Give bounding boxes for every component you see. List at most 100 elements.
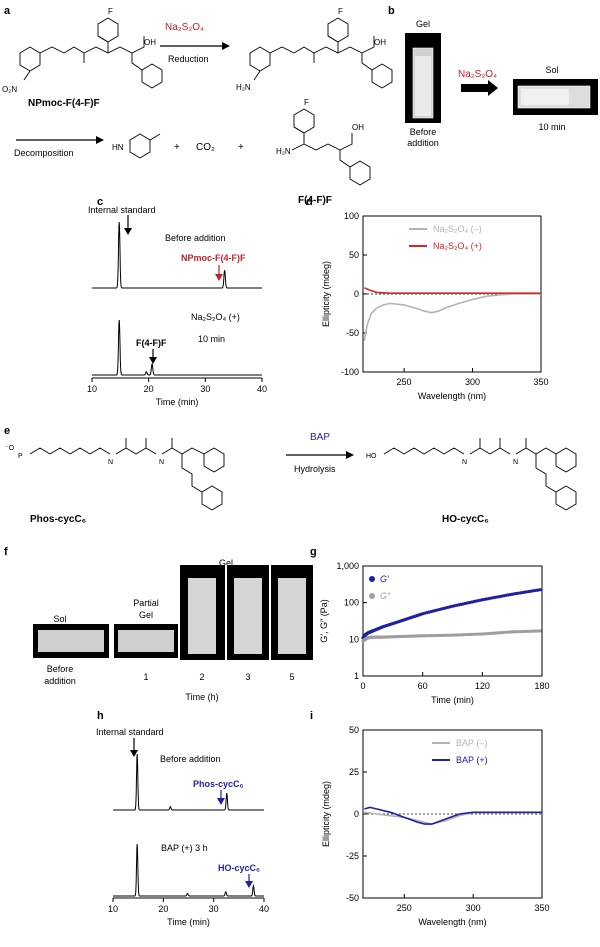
ho-nh-2: N [513, 459, 518, 466]
legend-label-2: BAP (+) [456, 755, 488, 765]
h-internal-standard: Internal standard [96, 727, 164, 737]
c-before-addition: Before addition [165, 233, 226, 243]
phos-o-minus: ⁻O [5, 445, 15, 452]
phos-p: P [18, 453, 23, 460]
legend-label-1: BAP (–) [456, 738, 487, 748]
structure-ff-name: F(4-F)F [298, 195, 332, 206]
decomposition-label: Decomposition [14, 148, 74, 158]
structure-nh2-intermediate [249, 17, 393, 89]
ho-label: HO [366, 453, 377, 460]
f-gel-label: Gel [219, 558, 233, 568]
chart-h: 10 20 30 40 Time (min) [108, 753, 269, 927]
y-tick-label: 1,000 [336, 561, 359, 571]
structure-ff-f: F [304, 98, 309, 107]
f-vial-sol-glass [38, 630, 104, 652]
co2-label: CO₂ [196, 142, 215, 153]
legend-label-1: G′ [380, 574, 389, 584]
c-product-arrowhead [149, 357, 157, 364]
f-partial-gel-label: Gel [139, 610, 153, 620]
x-tick-label: 300 [465, 377, 480, 387]
vial-sol-label: Sol [545, 65, 558, 75]
structure-intermediate-f: F [338, 7, 343, 16]
y-axis-label: Ellipticity (mdeg) [321, 781, 331, 847]
f-sol-label: Sol [53, 614, 66, 624]
series-line-1 [363, 293, 541, 341]
y-tick-label: 0 [354, 809, 359, 819]
structure-phos-cycc6 [29, 438, 225, 511]
x-axis-label: Time (min) [431, 695, 474, 705]
f-time-3: 3 [245, 672, 250, 682]
f-vial-5h-glass [278, 578, 306, 654]
structure-ho-cycc6 [383, 438, 577, 511]
ho-nh: N [462, 459, 467, 466]
x-tick-label: 30 [209, 904, 219, 914]
x-tick-label: 350 [534, 903, 549, 913]
vial-sol-content [521, 89, 569, 105]
hydrolysis-label: Hydrolysis [294, 464, 336, 474]
structure-ff-product [291, 108, 371, 186]
h-peak-label: Phos-cycC₆ [193, 779, 244, 789]
f-addition-label: addition [44, 676, 76, 686]
f-before-label: Before [47, 664, 74, 674]
chromatogram-trace-1 [113, 753, 264, 811]
x-tick-label: 250 [397, 903, 412, 913]
y-tick-label: -50 [346, 328, 359, 338]
panel-b-letter: b [388, 5, 395, 17]
y-tick-label: 50 [349, 725, 359, 735]
legend-label-1: Na₂S₂O₄ (–) [433, 224, 482, 234]
vial-gel-content [415, 56, 431, 116]
structure-npmoc-f: F [108, 7, 113, 16]
x-axis-label: Time (min) [156, 397, 199, 407]
plus-1: + [174, 142, 180, 153]
h-product-peak: HO-cycC₆ [218, 863, 260, 873]
panel-g-letter: g [310, 546, 317, 558]
h-is-arrowhead [130, 750, 138, 757]
structure-npmoc-name: NPmoc-F(4-F)F [28, 98, 100, 109]
chart-i: 250 300 350 -50 -25 0 25 50 Wavelength (nm) Ellip… [321, 725, 550, 927]
panel-h-letter: h [97, 710, 104, 722]
legend-marker-1 [369, 576, 375, 582]
x-tick-label: 40 [259, 904, 269, 914]
vial-addition-label: addition [407, 138, 439, 148]
c-is-arrowhead [124, 228, 132, 235]
plus-2: + [238, 142, 244, 153]
f-partial-label: Partial [133, 598, 159, 608]
y-tick-label: -50 [346, 893, 359, 903]
structure-ff-h2n: H₂N [276, 147, 291, 156]
chromatogram-trace-2 [92, 319, 262, 376]
y-tick-label: 50 [349, 250, 359, 260]
y-tick-label: 0 [354, 289, 359, 299]
c-condition: Na₂S₂O₄ (+) [191, 312, 240, 322]
x-tick-label: 180 [534, 681, 549, 691]
y-tick-label: -100 [341, 367, 359, 377]
c-product-peak: F(4-F)F [136, 338, 167, 348]
series-line-2 [364, 806, 542, 825]
reduction-label: Reduction [168, 54, 209, 64]
reduction-arrowhead [222, 42, 230, 50]
x-tick-label: 20 [144, 384, 154, 394]
x-tick-label: 10 [87, 384, 97, 394]
decomposition-arrowhead [96, 136, 104, 144]
panel-i-letter: i [310, 710, 313, 722]
structure-npmoc-o2n: O₂N [2, 85, 17, 94]
x-tick-label: 10 [108, 904, 118, 914]
f-vial-3h-glass [234, 578, 262, 654]
chart-c: 10 20 30 40 Time (min) [87, 221, 267, 407]
panel-e-letter: e [4, 425, 10, 437]
structure-hn: HN [112, 143, 124, 152]
plot-frame [362, 565, 543, 677]
x-axis-label: Wavelength (nm) [418, 917, 486, 927]
structure-npmoc [19, 17, 163, 89]
y-tick-label: 25 [349, 767, 359, 777]
structure-phos-name: Phos-cycC₆ [30, 514, 86, 525]
y-tick-label: 1 [354, 671, 359, 681]
hydrolysis-arrowhead [346, 451, 354, 459]
x-tick-label: 120 [475, 681, 490, 691]
enzyme-label: BAP [310, 432, 330, 443]
y-tick-label: -25 [346, 851, 359, 861]
f-time-2: 2 [199, 672, 204, 682]
h-product-arrowhead [245, 881, 253, 888]
reagent-label: Na₂S₂O₄ [165, 22, 204, 33]
x-tick-label: 40 [257, 384, 267, 394]
